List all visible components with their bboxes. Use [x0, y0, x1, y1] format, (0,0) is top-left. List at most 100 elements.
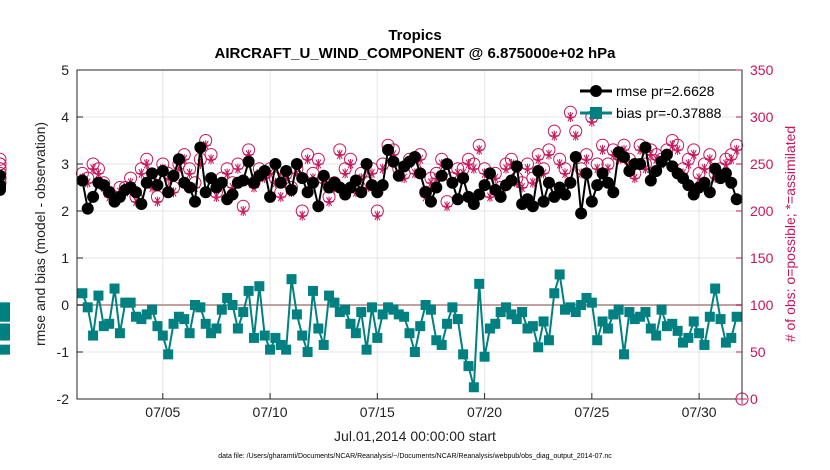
- y-right-tick-label: 200: [750, 203, 774, 219]
- rmse-point: [135, 197, 148, 210]
- bias-point: [0, 311, 10, 322]
- rmse-point: [441, 158, 454, 170]
- rmse-point: [360, 158, 373, 170]
- obs-assimilated-point: [93, 168, 104, 179]
- bias-point: [667, 318, 678, 329]
- rmse-point: [146, 167, 159, 180]
- bias-point: [307, 285, 318, 296]
- rmse-point: [151, 179, 164, 192]
- y-tick-label: 5: [61, 62, 69, 78]
- bias-point: [93, 290, 104, 301]
- obs-assimilated-point: [667, 140, 678, 151]
- y-axis-ticks: -2 -1 0 1 2 3 4 5: [57, 62, 83, 407]
- bias-point: [329, 297, 340, 308]
- bias-point: [425, 304, 436, 315]
- rmse-point: [205, 172, 218, 185]
- obs-assimilated-point: [425, 177, 436, 188]
- x-tick-label: 07/05: [145, 404, 180, 420]
- rmse-series: [0, 141, 743, 220]
- obs-possible-point: [0, 166, 7, 180]
- rmse-point: [183, 181, 196, 194]
- bias-point: [227, 300, 238, 310]
- bias-point: [130, 311, 141, 322]
- rmse-point: [76, 174, 89, 187]
- obs-assimilated-point: [463, 159, 474, 169]
- bias-point: [560, 304, 571, 315]
- obs-possible-point: [0, 171, 7, 185]
- obs-assimilated-point: [720, 159, 731, 169]
- obs-assimilated-point: [88, 163, 99, 174]
- rmse-point: [140, 176, 153, 189]
- y-right-tick-label: 0: [750, 391, 758, 407]
- obs-assimilated-point: [640, 163, 651, 174]
- bias-point: [104, 318, 115, 329]
- rmse-point: [424, 195, 437, 208]
- bias-point: [372, 332, 383, 343]
- obs-assimilated-point: [731, 144, 742, 155]
- rmse-point: [494, 190, 507, 203]
- bias-point: [77, 288, 88, 299]
- obs-assimilated-point: [484, 191, 495, 202]
- bias-point: [206, 328, 217, 339]
- bias-point: [248, 332, 259, 343]
- y-right-tick-label: 350: [750, 62, 774, 78]
- rmse-point: [156, 165, 169, 178]
- bias-point: [318, 339, 329, 350]
- rmse-point: [237, 174, 250, 187]
- bias-point: [715, 314, 726, 325]
- obs-assimilated-point: [602, 163, 613, 174]
- chart-title: Tropics: [388, 27, 441, 44]
- bias-point: [393, 309, 404, 320]
- bias-point: [136, 314, 147, 325]
- bias-point: [189, 300, 200, 310]
- rmse-point: [682, 179, 695, 192]
- rmse-point: [81, 202, 94, 215]
- obs-assimilated-point: [377, 163, 388, 174]
- bias-point: [522, 323, 533, 334]
- y-tick-label: 2: [61, 203, 69, 219]
- obs-possible-point: [0, 162, 7, 176]
- bias-point: [0, 323, 10, 334]
- legend: rmse pr=2.6628 bias pr=-0.37888: [580, 83, 722, 121]
- x-axis-ticks: 07/05 07/10 07/15 07/20 07/25 07/30: [145, 393, 717, 420]
- bias-point: [538, 316, 549, 327]
- bias-point: [592, 335, 603, 346]
- bias-point: [452, 314, 463, 325]
- rmse-point: [457, 172, 470, 185]
- rmse-point: [392, 169, 405, 182]
- obs-assimilated-point: [345, 159, 356, 169]
- obs-assimilated-point: [694, 173, 705, 184]
- bias-point: [98, 321, 109, 332]
- y-right-axis-label: # of obs: o=possible; *=assimilated: [782, 126, 798, 342]
- bias-point: [586, 297, 597, 308]
- obs-assimilated-point: [297, 210, 308, 221]
- rmse-point: [103, 186, 116, 199]
- rmse-point: [446, 176, 459, 189]
- rmse-point: [296, 172, 309, 185]
- bias-point: [565, 302, 576, 313]
- obs-assimilated-point: [592, 163, 603, 174]
- bias-point: [82, 302, 93, 313]
- rmse-point: [634, 158, 647, 170]
- obs-assimilated-point: [318, 177, 329, 188]
- bias-point: [356, 307, 367, 318]
- rmse-point: [601, 176, 614, 189]
- rmse-point: [644, 174, 657, 187]
- bias-point: [619, 349, 630, 360]
- obs-assimilated-point: [704, 154, 715, 165]
- rmse-point: [660, 148, 673, 161]
- rmse-point: [290, 158, 303, 170]
- rmse-point: [451, 193, 464, 206]
- bias-point: [152, 321, 163, 332]
- bias-point: [340, 304, 351, 315]
- obs-possible-point: [0, 152, 7, 166]
- obs-assimilated-point: [683, 159, 694, 169]
- y-tick-label: -1: [57, 344, 70, 360]
- rmse-point: [408, 150, 421, 163]
- bias-point: [581, 292, 592, 303]
- bias-point: [399, 311, 410, 322]
- legend-bias-label: bias pr=-0.37888: [616, 105, 722, 121]
- obs-assimilated-point: [597, 144, 608, 155]
- rmse-point: [483, 167, 496, 180]
